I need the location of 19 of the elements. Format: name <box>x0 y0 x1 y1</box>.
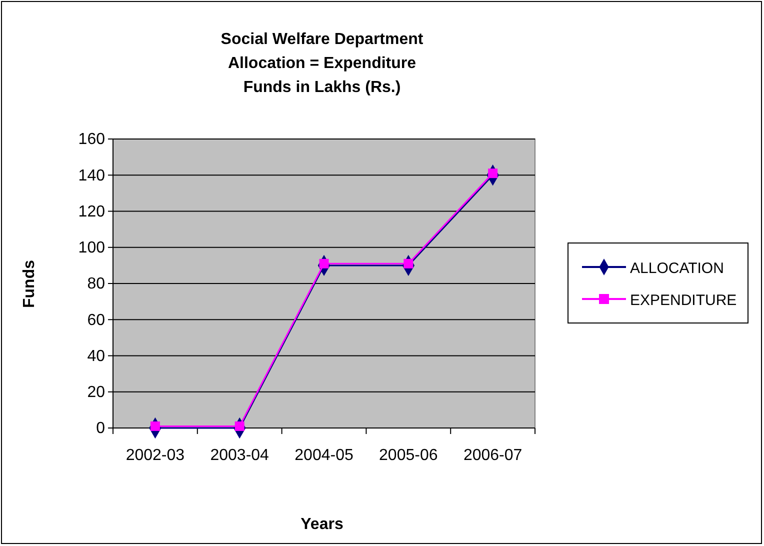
y-tick-label: 120 <box>78 203 106 220</box>
x-tick-label: 2003-04 <box>210 447 270 464</box>
y-tick-label: 40 <box>87 348 106 365</box>
x-tick-label: 2002-03 <box>126 447 185 464</box>
x-tick-label: 2005-06 <box>379 447 438 464</box>
x-axis-title: Years <box>300 516 344 533</box>
y-tick-label: 60 <box>87 312 106 329</box>
y-tick-label: 160 <box>78 131 106 148</box>
legend-label: EXPENDITURE <box>630 292 737 309</box>
chart-title: Social Welfare Department Allocation = Expenditure Funds in Lakhs (Rs.) <box>220 31 424 96</box>
y-tick-label: 80 <box>87 276 106 293</box>
y-axis-title: Funds <box>21 260 38 308</box>
x-tick-label: 2006-07 <box>463 447 522 464</box>
x-tick-label: 2004-05 <box>294 447 354 464</box>
y-tick-label: 140 <box>78 167 106 184</box>
legend-label: ALLOCATION <box>630 260 724 277</box>
y-tick-label: 0 <box>96 420 106 438</box>
y-tick-label: 20 <box>87 384 106 401</box>
y-tick-label: 100 <box>78 239 106 256</box>
